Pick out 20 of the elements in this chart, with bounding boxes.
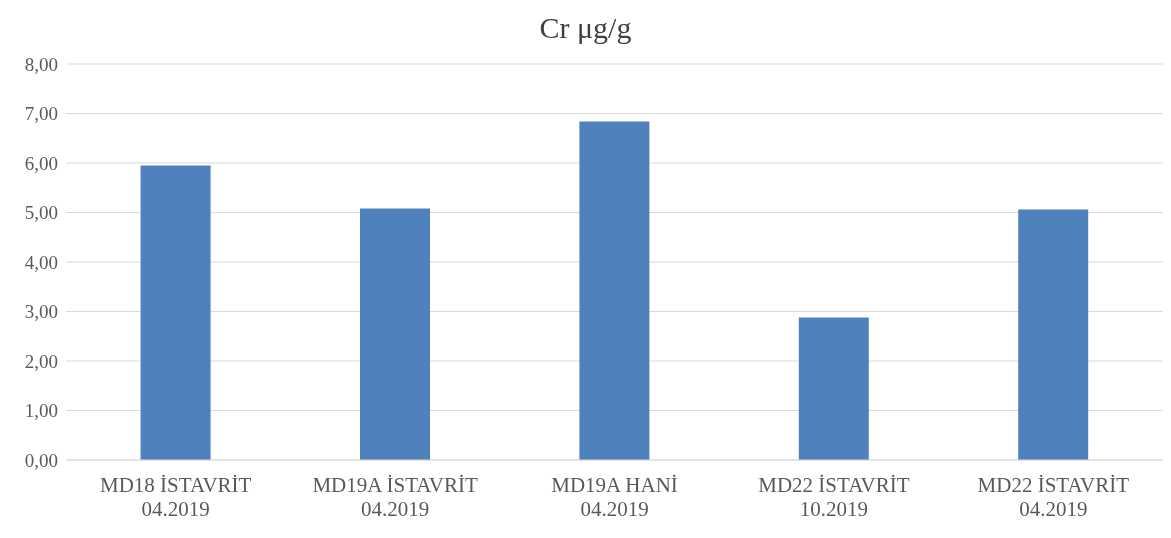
- bar: [1018, 209, 1089, 460]
- y-tick-label: 6,00: [24, 152, 58, 174]
- y-tick-label: 2,00: [24, 350, 58, 372]
- chart-title: Cr μg/g: [538, 10, 633, 46]
- bar: [579, 121, 650, 460]
- x-tick-label: MD22 İSTAVRİT 04.2019: [977, 473, 1130, 521]
- y-tick-label: 4,00: [24, 251, 58, 273]
- y-tick-label: 7,00: [24, 103, 58, 125]
- x-tick-label: MD19A İSTAVRİT 04.2019: [312, 473, 478, 521]
- y-tick-label: 8,00: [24, 53, 58, 75]
- bar: [140, 165, 211, 460]
- bar: [360, 208, 430, 460]
- x-tick-label: MD22 İSTAVRİT 10.2019: [758, 473, 910, 521]
- bar: [798, 317, 869, 460]
- x-tick-label: MD18 İSTAVRİT 04.2019: [100, 473, 252, 521]
- y-tick-label: 1,00: [24, 400, 58, 422]
- y-tick-label: 3,00: [24, 301, 58, 323]
- y-tick-label: 0,00: [24, 449, 58, 471]
- x-tick-label: MD19A HANİ 04.2019: [551, 473, 678, 521]
- y-tick-label: 5,00: [24, 202, 58, 224]
